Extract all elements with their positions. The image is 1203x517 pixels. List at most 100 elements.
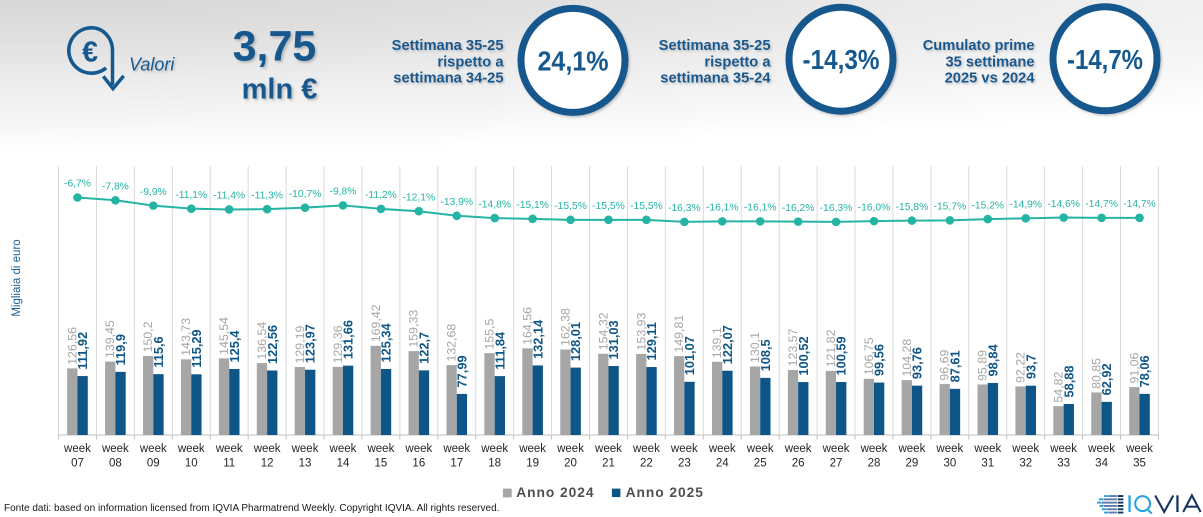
svg-text:101,07: 101,07 (682, 336, 697, 375)
svg-text:28: 28 (868, 457, 881, 469)
svg-text:14: 14 (337, 457, 350, 469)
svg-text:-15,5%: -15,5% (630, 201, 663, 212)
svg-text:25: 25 (754, 457, 767, 469)
svg-text:09: 09 (147, 457, 160, 469)
svg-text:week: week (897, 443, 925, 455)
svg-text:154,32: 154,32 (596, 312, 610, 350)
svg-text:106,75: 106,75 (862, 337, 876, 375)
svg-text:week: week (215, 443, 243, 455)
svg-text:16: 16 (412, 457, 425, 469)
svg-text:132,68: 132,68 (445, 324, 459, 362)
svg-text:Fonte dati: based on informati: Fonte dati: based on information license… (4, 503, 499, 514)
svg-text:62,92: 62,92 (1099, 363, 1114, 395)
svg-text:-11,3%: -11,3% (251, 190, 283, 201)
svg-text:119,9: 119,9 (113, 334, 128, 365)
svg-text:31: 31 (981, 457, 994, 469)
svg-text:week: week (860, 443, 888, 455)
svg-text:-11,1%: -11,1% (175, 190, 207, 201)
svg-text:rispetto a: rispetto a (704, 54, 771, 70)
svg-text:settimana 35-24: settimana 35-24 (660, 71, 771, 87)
svg-text:35 settimane: 35 settimane (946, 54, 1035, 70)
svg-text:139,45: 139,45 (103, 320, 117, 358)
svg-text:150,2: 150,2 (141, 321, 155, 352)
svg-text:121,82: 121,82 (824, 329, 838, 367)
svg-text:Migliaia di euro: Migliaia di euro (11, 239, 23, 316)
svg-text:32: 32 (1019, 457, 1032, 469)
svg-text:week: week (177, 443, 205, 455)
svg-text:-6,7%: -6,7% (64, 179, 91, 190)
svg-text:-14,3%: -14,3% (803, 44, 880, 75)
svg-text:rispetto a: rispetto a (437, 54, 504, 70)
svg-text:-16,2%: -16,2% (782, 203, 815, 214)
svg-text:week: week (291, 443, 319, 455)
svg-text:95,89: 95,89 (976, 350, 990, 381)
svg-text:98,84: 98,84 (985, 344, 1000, 377)
svg-text:111,84: 111,84 (492, 331, 507, 370)
svg-text:20: 20 (564, 457, 577, 469)
svg-text:129,11: 129,11 (644, 322, 659, 360)
svg-text:3,75: 3,75 (233, 23, 317, 71)
svg-text:week: week (670, 443, 698, 455)
svg-text:92,22: 92,22 (1014, 352, 1028, 383)
svg-text:-14,7%: -14,7% (1085, 199, 1118, 210)
svg-text:2025 vs 2024: 2025 vs 2024 (945, 71, 1036, 87)
svg-text:155,5: 155,5 (483, 319, 497, 350)
svg-text:100,59: 100,59 (834, 336, 849, 375)
svg-text:week: week (973, 443, 1001, 455)
svg-text:week: week (822, 443, 850, 455)
svg-text:-15,2%: -15,2% (971, 200, 1004, 211)
svg-text:week: week (101, 443, 129, 455)
svg-text:-10,7%: -10,7% (289, 189, 322, 200)
svg-text:-11,2%: -11,2% (365, 190, 397, 201)
svg-text:-16,3%: -16,3% (668, 203, 701, 214)
svg-text:23: 23 (678, 457, 691, 469)
svg-text:162,38: 162,38 (558, 308, 572, 346)
svg-text:27: 27 (830, 457, 843, 469)
svg-text:week: week (404, 443, 432, 455)
svg-text:mln €: mln € (242, 74, 318, 106)
svg-text:104,28: 104,28 (900, 339, 914, 377)
svg-text:80,85: 80,85 (1089, 358, 1103, 389)
svg-text:week: week (746, 443, 774, 455)
svg-text:122,7: 122,7 (416, 332, 431, 364)
svg-text:week: week (708, 443, 736, 455)
svg-text:week: week (935, 443, 963, 455)
svg-text:115,6: 115,6 (151, 336, 166, 367)
svg-text:€: € (82, 37, 98, 69)
svg-text:Settimana 35-25: Settimana 35-25 (392, 38, 504, 54)
svg-text:143,73: 143,73 (179, 318, 193, 356)
svg-text:34: 34 (1095, 457, 1108, 469)
svg-text:-16,3%: -16,3% (820, 203, 853, 214)
svg-text:77,99: 77,99 (454, 355, 469, 387)
svg-text:87,61: 87,61 (948, 350, 963, 382)
svg-text:111,92: 111,92 (75, 332, 90, 370)
svg-text:15: 15 (375, 457, 388, 469)
svg-text:164,56: 164,56 (520, 307, 534, 345)
svg-text:145,54: 145,54 (217, 317, 231, 355)
svg-text:-16,1%: -16,1% (744, 203, 777, 214)
svg-text:29: 29 (906, 457, 919, 469)
svg-text:Settimana 35-25: Settimana 35-25 (659, 38, 771, 54)
svg-text:129,36: 129,36 (331, 325, 345, 363)
svg-text:week: week (1087, 443, 1115, 455)
svg-text:149,81: 149,81 (672, 315, 686, 353)
svg-text:-9,9%: -9,9% (140, 187, 167, 198)
svg-text:07: 07 (71, 457, 84, 469)
svg-text:08: 08 (109, 457, 122, 469)
svg-text:131,03: 131,03 (606, 320, 621, 359)
svg-text:26: 26 (792, 457, 805, 469)
svg-text:13: 13 (299, 457, 312, 469)
svg-text:week: week (480, 443, 508, 455)
svg-text:week: week (1125, 443, 1153, 455)
svg-text:129,19: 129,19 (293, 325, 307, 363)
svg-text:-14,6%: -14,6% (1047, 199, 1080, 210)
svg-text:-9,8%: -9,8% (330, 187, 357, 198)
svg-text:128,01: 128,01 (568, 322, 583, 361)
svg-text:-15,1%: -15,1% (516, 200, 549, 211)
svg-text:126,56: 126,56 (65, 327, 79, 365)
svg-text:139,1: 139,1 (710, 327, 724, 358)
svg-text:100,52: 100,52 (796, 336, 811, 375)
svg-text:19: 19 (526, 457, 539, 469)
svg-text:-15,5%: -15,5% (554, 201, 587, 212)
svg-text:17: 17 (450, 457, 463, 469)
